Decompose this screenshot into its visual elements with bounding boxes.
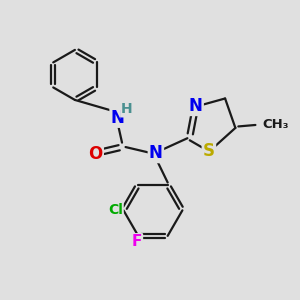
Text: S: S [203,142,215,160]
Text: H: H [121,102,133,116]
Text: F: F [132,234,142,249]
Text: Cl: Cl [108,203,123,218]
Text: N: N [149,144,163,162]
Text: N: N [111,109,124,127]
Text: O: O [88,146,103,164]
Text: CH₃: CH₃ [262,118,288,131]
Text: N: N [189,97,202,115]
